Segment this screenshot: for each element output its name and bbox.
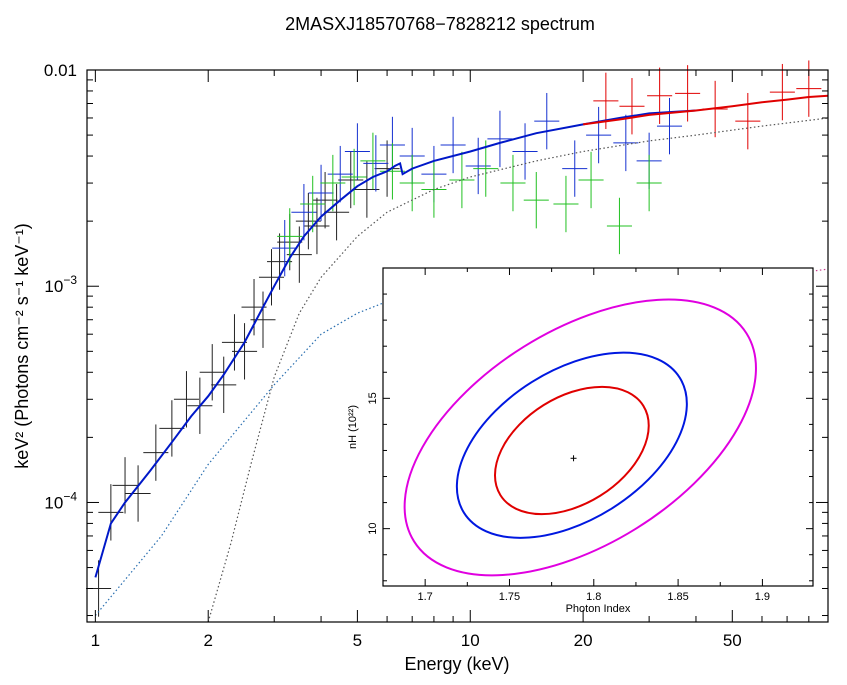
inset-x-tick-label: 1.8 bbox=[586, 591, 601, 603]
y-tick-label: 10−4 bbox=[44, 489, 77, 512]
inset-x-axis-ticks: 1.7 1.75 1.8 1.85 1.9 bbox=[418, 268, 770, 603]
inset-x-tick-label: 1.7 bbox=[418, 591, 433, 603]
y-tick-base: 10 bbox=[44, 493, 63, 512]
confidence-contour-99 bbox=[403, 298, 757, 577]
inset-x-axis-title: Photon Index bbox=[566, 603, 631, 615]
confidence-contour-68 bbox=[493, 385, 650, 516]
inset-y-axis-ticks: 10 15 bbox=[367, 293, 813, 582]
inset-y-axis-title: nH (10²²) bbox=[347, 405, 359, 449]
contour-frame bbox=[382, 267, 814, 587]
contour-inset: 1.7 1.75 1.8 1.85 1.9 10 15 Photon Index nH (… bbox=[347, 267, 814, 615]
model-curve bbox=[94, 109, 697, 578]
x-tick-label: 1 bbox=[91, 631, 100, 650]
y-tick-label: 0.01 bbox=[44, 61, 77, 80]
y-tick-base: 10 bbox=[44, 277, 63, 296]
data-series bbox=[86, 140, 400, 617]
y-axis-ticks: 10−410−30.01 bbox=[44, 61, 828, 617]
spectrum-plot: 1 2 5 10 20 50 10−410−30.01 Energy (keV) keV²… bbox=[12, 60, 829, 674]
spectrum-frame bbox=[86, 69, 829, 623]
inset-x-tick-label: 1.75 bbox=[499, 591, 520, 603]
confidence-contours bbox=[403, 298, 757, 577]
data-series bbox=[277, 132, 662, 265]
x-tick-label: 2 bbox=[203, 631, 212, 650]
y-tick-exponent: −4 bbox=[63, 489, 77, 503]
x-tick-label: 5 bbox=[353, 631, 362, 650]
inset-y-tick-label: 15 bbox=[367, 392, 379, 404]
chart-title: 2MASXJ18570768−7828212 spectrum bbox=[285, 14, 595, 34]
y-tick-exponent: −3 bbox=[63, 273, 77, 287]
y-axis-title: keV² (Photons cm⁻² s⁻¹ keV⁻¹) bbox=[12, 223, 32, 469]
x-axis-title: Energy (keV) bbox=[404, 654, 509, 674]
x-tick-label: 20 bbox=[574, 631, 593, 650]
model-curve bbox=[582, 94, 829, 126]
spectrum-models bbox=[94, 94, 829, 623]
model-curve bbox=[94, 295, 401, 616]
data-series bbox=[272, 92, 683, 277]
y-tick-label: 10−3 bbox=[44, 273, 77, 296]
inset-x-tick-label: 1.9 bbox=[755, 591, 770, 603]
x-tick-label: 10 bbox=[461, 631, 480, 650]
inset-y-tick-label: 10 bbox=[367, 523, 379, 535]
confidence-contour-90 bbox=[455, 351, 688, 539]
spectrum-data bbox=[86, 60, 822, 617]
model-curve bbox=[207, 117, 829, 623]
inset-x-tick-label: 1.85 bbox=[667, 591, 688, 603]
x-tick-label: 50 bbox=[723, 631, 742, 650]
x-axis-ticks: 1 2 5 10 20 50 bbox=[91, 70, 810, 650]
